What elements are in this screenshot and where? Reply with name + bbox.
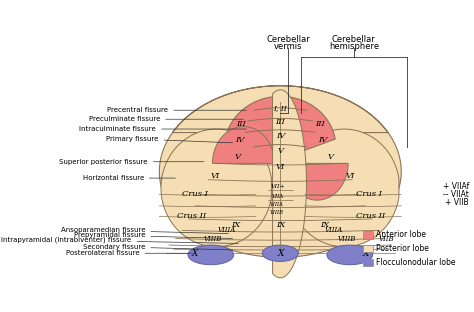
Polygon shape [286,163,348,200]
Bar [363,259,374,266]
Text: Posterior lobe: Posterior lobe [376,244,429,253]
Text: Flocculonodular lobe: Flocculonodular lobe [376,258,456,267]
Text: Preculminate fissure: Preculminate fissure [89,116,243,122]
Text: III: III [236,120,246,128]
Bar [363,245,374,252]
Text: Posterolateral fissure: Posterolateral fissure [66,250,196,256]
Text: VIIA: VIIA [272,193,284,198]
Text: VIIIA: VIIIA [324,227,343,234]
Polygon shape [262,245,298,261]
Text: X: X [277,249,283,258]
Text: Cerebellar: Cerebellar [266,35,310,44]
Text: Intrapyramidal (intrabiventer) fissure: Intrapyramidal (intrabiventer) fissure [1,237,238,243]
Text: V: V [328,153,334,161]
Text: VIIIB: VIIIB [270,210,284,215]
Text: VII+: VII+ [271,184,285,189]
Bar [363,231,374,239]
Text: X: X [363,249,369,258]
Polygon shape [159,86,401,257]
Polygon shape [212,127,274,163]
Text: Anterior lobe: Anterior lobe [376,230,426,239]
Text: Crus II: Crus II [356,212,385,221]
Polygon shape [327,245,373,265]
Text: IV: IV [276,132,285,139]
Text: IX: IX [320,221,330,229]
Text: Cerebellar: Cerebellar [332,35,376,44]
Text: Crus II: Crus II [177,212,207,221]
Text: VIIIA: VIIIA [218,227,237,234]
Text: Intraculminate fissure: Intraculminate fissure [79,126,246,132]
Text: + VIIB: + VIIB [446,198,469,207]
Text: VI: VI [210,172,219,180]
Text: VIIIB: VIIIB [338,235,356,242]
Text: III: III [275,119,285,126]
Text: VIIB: VIIB [379,235,394,242]
Text: vermis: vermis [274,41,303,51]
Text: IV: IV [235,136,244,144]
Text: Primary fissure: Primary fissure [106,136,233,143]
Text: -- VIIAt: -- VIIAt [443,190,469,199]
Polygon shape [289,129,399,247]
Text: Crus I: Crus I [182,190,208,198]
Text: Precentral fissure: Precentral fissure [107,107,246,113]
Polygon shape [226,96,335,159]
Polygon shape [188,245,234,265]
Text: hemisphere: hemisphere [329,41,379,51]
Text: VI: VI [276,163,285,171]
Text: Prepyramidal fissure: Prepyramidal fissure [74,232,233,238]
Text: IX: IX [276,221,285,229]
Text: I, II: I, II [273,104,287,112]
Polygon shape [161,129,272,247]
Text: Crus I: Crus I [356,190,382,198]
Text: X: X [191,249,198,258]
Text: Secondary fissure: Secondary fissure [83,244,233,250]
Text: Horizontal fissure: Horizontal fissure [82,175,175,181]
Text: VI: VI [345,172,355,180]
Text: + VIIAf: + VIIAf [443,182,469,191]
Text: VIIIB: VIIIB [204,235,222,242]
Text: V: V [235,153,241,161]
Polygon shape [273,90,307,278]
Text: IX: IX [231,221,240,229]
Text: III: III [315,120,324,128]
Text: Ansoparamedian fissure: Ansoparamedian fissure [61,227,228,234]
Text: VIIIA: VIIIA [270,202,284,207]
Text: IV: IV [318,136,328,144]
Text: V: V [277,147,283,155]
Text: Superior posterior fissure: Superior posterior fissure [59,159,204,165]
